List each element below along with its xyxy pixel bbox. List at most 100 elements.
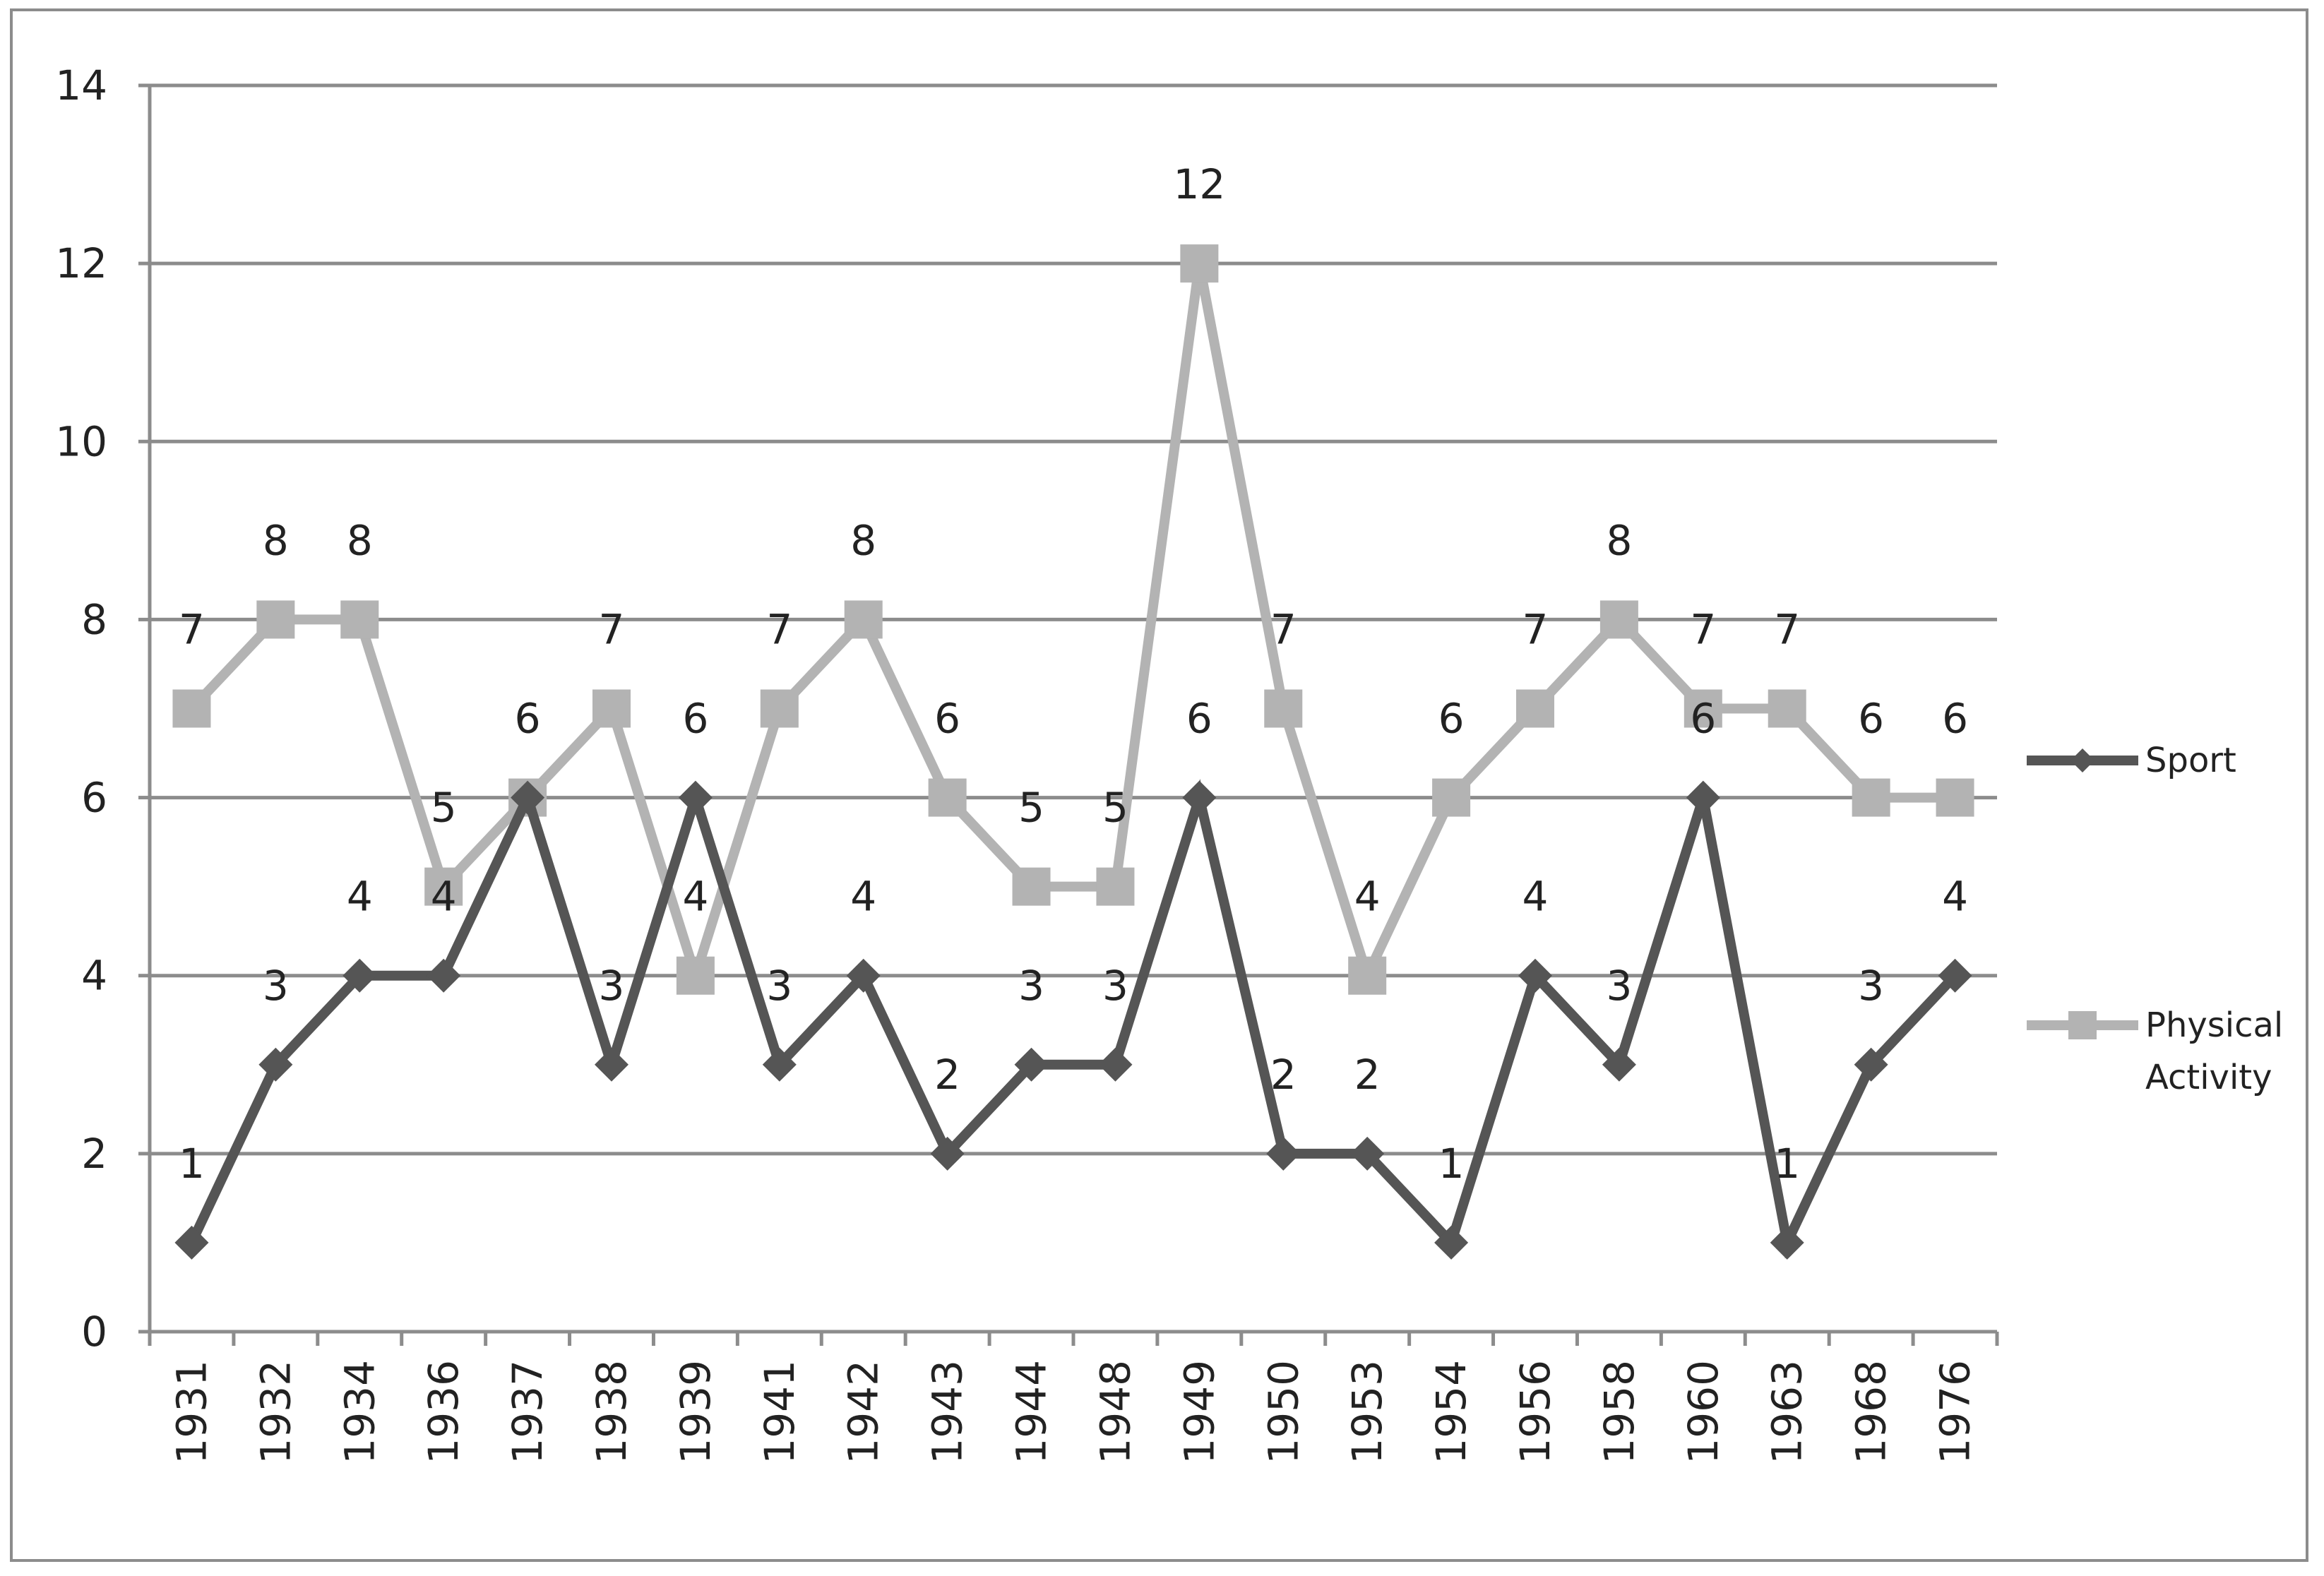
data-label-sport: 4 <box>431 873 457 921</box>
x-tick-label: 1956 <box>1511 1360 1559 1464</box>
data-label-sport: 3 <box>263 962 289 1010</box>
x-tick-label: 1932 <box>251 1360 299 1464</box>
x-tick-label: 1937 <box>503 1360 552 1464</box>
data-label-physical-activity: 4 <box>1354 873 1381 921</box>
data-point-sport <box>427 958 461 993</box>
data-point-sport <box>1938 958 1972 993</box>
x-tick-label: 1963 <box>1763 1360 1811 1464</box>
data-point-sport <box>1266 1136 1301 1171</box>
legend-marker <box>2070 748 2094 772</box>
data-label-sport: 4 <box>1942 873 1968 921</box>
legend-label: Sport <box>2145 741 2236 780</box>
x-tick-label: 1931 <box>167 1360 215 1464</box>
y-tick-label: 0 <box>81 1308 107 1356</box>
data-label-physical-activity: 7 <box>1690 606 1716 654</box>
data-label-sport: 2 <box>934 1051 960 1099</box>
data-point-sport <box>174 1225 209 1260</box>
series-line-0 <box>187 779 1959 1259</box>
legend-label: Physical <box>2145 1005 2283 1045</box>
data-point-sport <box>342 958 377 993</box>
x-tick-label: 1953 <box>1343 1360 1391 1464</box>
x-tick-label: 1950 <box>1259 1360 1307 1464</box>
data-label-sport: 6 <box>682 695 708 743</box>
data-point-sport <box>258 1047 293 1082</box>
data-point-sport <box>1854 1047 1888 1082</box>
data-point-physical-activity <box>1768 689 1806 728</box>
data-point-sport <box>1434 1225 1469 1260</box>
data-label-physical-activity: 8 <box>850 516 876 564</box>
data-point-sport <box>678 780 713 815</box>
data-label-physical-activity: 6 <box>934 695 960 743</box>
x-tick-label: 1942 <box>840 1360 888 1464</box>
series-lines <box>172 244 1974 1260</box>
data-point-sport <box>846 958 881 993</box>
data-point-physical-activity <box>1684 689 1722 728</box>
data-point-sport <box>595 1047 628 1082</box>
data-point-physical-activity <box>1096 867 1135 906</box>
y-tick-label: 6 <box>81 774 107 822</box>
x-tick-label: 1943 <box>924 1360 972 1464</box>
data-label-sport: 2 <box>1354 1051 1381 1099</box>
x-tick-label: 1941 <box>756 1360 804 1464</box>
data-point-physical-activity <box>256 600 295 639</box>
data-point-sport <box>1770 1225 1804 1260</box>
data-label-physical-activity: 6 <box>1942 695 1968 743</box>
y-tick-label: 10 <box>55 417 107 465</box>
data-label-sport: 4 <box>850 873 876 921</box>
y-tick-label: 8 <box>81 595 107 643</box>
data-label-sport: 2 <box>1270 1051 1297 1099</box>
data-label-sport: 3 <box>766 962 792 1010</box>
data-point-sport <box>1098 1047 1133 1082</box>
data-point-physical-activity <box>1599 600 1638 639</box>
data-point-physical-activity <box>1180 244 1219 283</box>
data-point-physical-activity <box>760 689 799 728</box>
data-label-sport: 3 <box>599 962 625 1010</box>
data-label-physical-activity: 7 <box>1774 606 1800 654</box>
y-tick-label: 12 <box>55 239 107 287</box>
data-label-physical-activity: 6 <box>1858 695 1884 743</box>
data-point-sport <box>930 1136 965 1171</box>
data-label-physical-activity: 6 <box>1438 695 1465 743</box>
data-label-sport: 3 <box>1606 962 1632 1010</box>
data-label-sport: 4 <box>1522 873 1549 921</box>
data-point-physical-activity <box>1264 689 1303 728</box>
data-point-physical-activity <box>1936 778 1974 817</box>
data-label-physical-activity: 7 <box>1522 606 1549 654</box>
data-point-sport <box>1686 780 1720 815</box>
legend-marker <box>2068 1011 2097 1039</box>
data-label-sport: 6 <box>1186 695 1212 743</box>
data-label-sport: 1 <box>179 1140 205 1188</box>
data-point-sport <box>1602 1047 1636 1082</box>
data-label-physical-activity: 5 <box>1102 784 1128 832</box>
data-label-sport: 1 <box>1438 1140 1465 1188</box>
gridlines <box>150 83 1997 1156</box>
data-point-physical-activity <box>592 689 631 728</box>
x-tick-label: 1976 <box>1931 1360 1979 1464</box>
y-tick-label: 14 <box>55 61 107 109</box>
data-label-sport: 6 <box>515 695 541 743</box>
data-point-physical-activity <box>1852 778 1890 817</box>
data-point-sport <box>1518 958 1552 993</box>
data-label-physical-activity: 8 <box>1606 516 1632 564</box>
legend: Sport Physical Activity <box>2027 741 2283 1097</box>
data-label-sport: 4 <box>347 873 373 921</box>
data-point-sport <box>1350 1136 1385 1171</box>
data-label-physical-activity: 5 <box>1018 784 1044 832</box>
data-point-physical-activity <box>676 956 715 995</box>
data-point-physical-activity <box>340 600 379 639</box>
data-point-physical-activity <box>1432 778 1471 817</box>
x-tick-label: 1949 <box>1175 1360 1223 1464</box>
data-label-physical-activity: 5 <box>431 784 457 832</box>
data-label-physical-activity: 8 <box>347 516 373 564</box>
x-tick-label: 1948 <box>1091 1360 1139 1464</box>
legend-label: Activity <box>2145 1058 2272 1097</box>
data-label-physical-activity: 8 <box>263 516 289 564</box>
data-point-physical-activity <box>1012 867 1051 906</box>
data-point-sport <box>762 1047 797 1082</box>
x-tick-label: 1938 <box>588 1360 636 1464</box>
data-point-physical-activity <box>172 689 211 728</box>
x-tick-label: 1954 <box>1427 1360 1475 1464</box>
data-label-physical-activity: 7 <box>599 606 625 654</box>
